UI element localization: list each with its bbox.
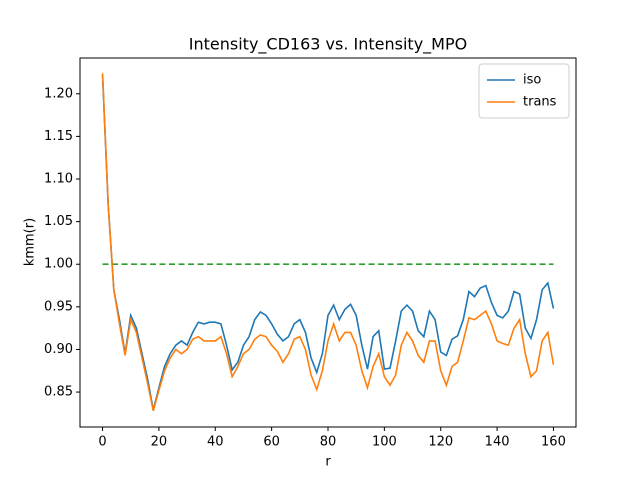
x-tick-label: 0 bbox=[98, 435, 106, 450]
y-tick-label: 1.05 bbox=[44, 214, 73, 229]
y-tick-label: 1.20 bbox=[44, 86, 73, 101]
series-line bbox=[101, 73, 555, 412]
legend-label: iso bbox=[523, 73, 541, 88]
x-tick-label: 60 bbox=[263, 435, 280, 450]
x-tick-label: 160 bbox=[541, 435, 566, 450]
x-tick-label: 140 bbox=[485, 435, 510, 450]
legend-box bbox=[478, 63, 570, 119]
chart-title: Intensity_CD163 vs. Intensity_MPO bbox=[189, 35, 467, 55]
x-axis-label: r bbox=[325, 455, 331, 470]
y-axis-label: kmm(r) bbox=[23, 218, 38, 266]
legend-label: trans bbox=[523, 95, 557, 110]
y-tick-label: 0.85 bbox=[44, 385, 73, 400]
y-tick-label: 1.15 bbox=[44, 129, 73, 144]
y-tick-label: 1.00 bbox=[44, 257, 73, 272]
y-tick-label: 1.10 bbox=[44, 172, 73, 187]
x-tick-label: 100 bbox=[372, 435, 397, 450]
series-line bbox=[101, 75, 555, 411]
x-tick-label: 120 bbox=[428, 435, 453, 450]
x-tick-label: 40 bbox=[207, 435, 224, 450]
x-tick-label: 20 bbox=[151, 435, 168, 450]
y-tick-label: 0.95 bbox=[44, 299, 73, 314]
x-tick-label: 80 bbox=[320, 435, 337, 450]
y-tick-label: 0.90 bbox=[44, 342, 73, 357]
plot-frame bbox=[79, 57, 577, 428]
